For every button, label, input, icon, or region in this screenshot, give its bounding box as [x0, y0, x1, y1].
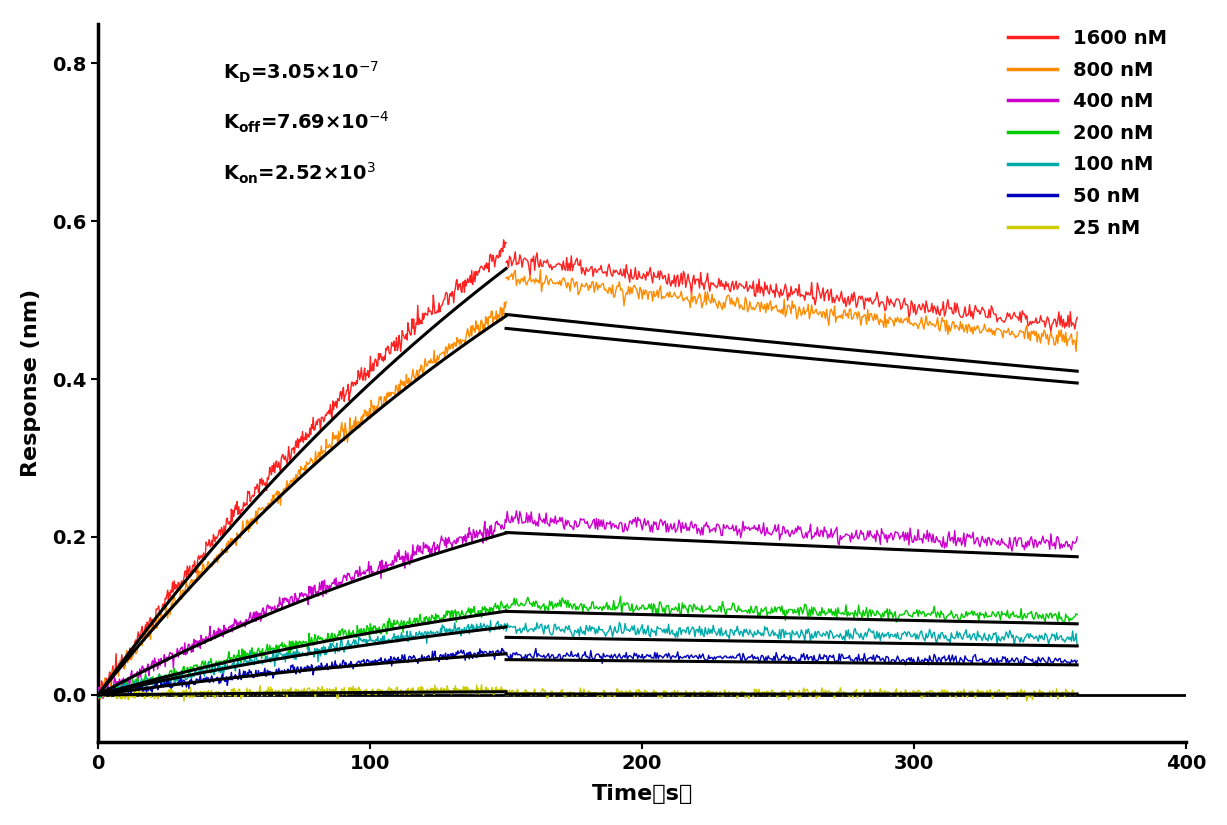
Text: K$_\mathregular{on}$=2.52×10$^{3}$: K$_\mathregular{on}$=2.52×10$^{3}$ — [223, 160, 375, 186]
Legend: 1600 nM, 800 nM, 400 nM, 200 nM, 100 nM, 50 nM, 25 nM: 1600 nM, 800 nM, 400 nM, 200 nM, 100 nM,… — [999, 19, 1177, 247]
X-axis label: Time（s）: Time（s） — [591, 785, 693, 804]
Text: K$_\mathregular{D}$=3.05×10$^{-7}$: K$_\mathregular{D}$=3.05×10$^{-7}$ — [223, 59, 379, 85]
Text: K$_\mathregular{off}$=7.69×10$^{-4}$: K$_\mathregular{off}$=7.69×10$^{-4}$ — [223, 110, 390, 135]
Y-axis label: Response (nm): Response (nm) — [21, 289, 40, 477]
